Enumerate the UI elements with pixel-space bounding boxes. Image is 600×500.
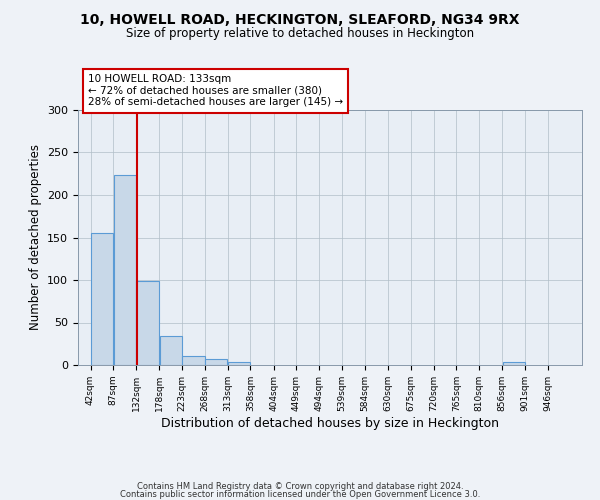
Text: Contains public sector information licensed under the Open Government Licence 3.: Contains public sector information licen… (120, 490, 480, 499)
Bar (228, 362, 250, 365)
Bar (503, 362, 525, 365)
Bar (182, 356, 205, 365)
Text: 10, HOWELL ROAD, HECKINGTON, SLEAFORD, NG34 9RX: 10, HOWELL ROAD, HECKINGTON, SLEAFORD, N… (80, 12, 520, 26)
Y-axis label: Number of detached properties: Number of detached properties (29, 144, 41, 330)
Text: 10 HOWELL ROAD: 133sqm
← 72% of detached houses are smaller (380)
28% of semi-de: 10 HOWELL ROAD: 133sqm ← 72% of detached… (88, 74, 343, 108)
X-axis label: Distribution of detached houses by size in Heckington: Distribution of detached houses by size … (161, 416, 499, 430)
Bar (136, 281, 158, 365)
Text: Contains HM Land Registry data © Crown copyright and database right 2024.: Contains HM Land Registry data © Crown c… (137, 482, 463, 491)
Text: Size of property relative to detached houses in Heckington: Size of property relative to detached ho… (126, 28, 474, 40)
Bar (91, 233, 113, 365)
Bar (205, 359, 227, 365)
Bar (160, 336, 182, 365)
Bar (113, 174, 136, 365)
